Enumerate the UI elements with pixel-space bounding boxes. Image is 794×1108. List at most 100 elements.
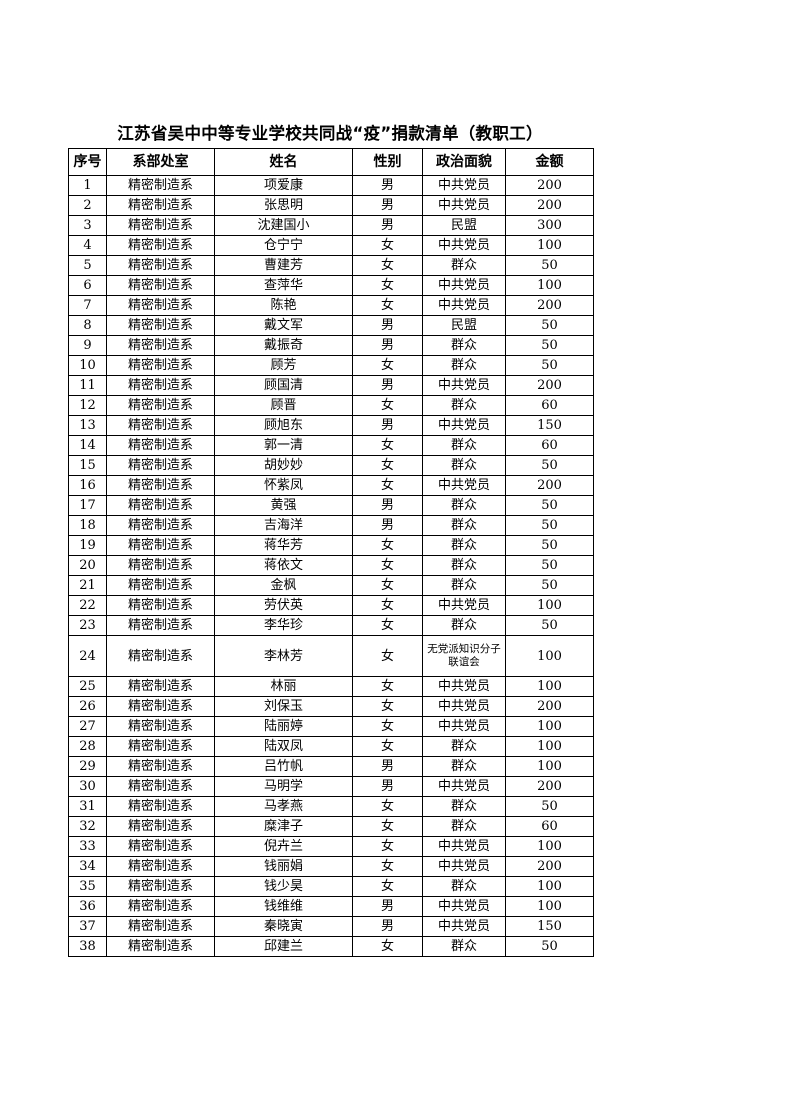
cell-index: 35 [68, 876, 107, 897]
cell-gender: 男 [352, 335, 423, 356]
cell-amount: 100 [505, 676, 594, 697]
cell-political-status: 群众 [422, 455, 506, 476]
cell-gender: 女 [352, 235, 423, 256]
table-row: 22 精密制造系 劳伏英女中共党员 100 [68, 595, 594, 616]
cell-political-status: 中共党员 [422, 896, 506, 917]
cell-name: 倪卉兰 [214, 836, 353, 857]
cell-name: 陆双凤 [214, 736, 353, 757]
cell-amount: 200 [505, 175, 594, 196]
cell-gender: 女 [352, 395, 423, 416]
cell-index: 22 [68, 595, 107, 616]
cell-name: 马明学 [214, 776, 353, 797]
header-name: 姓名 [214, 148, 353, 176]
cell-gender: 女 [352, 555, 423, 576]
cell-gender: 女 [352, 796, 423, 817]
table-row: 37 精密制造系 秦晓寅男中共党员 150 [68, 916, 594, 937]
table-row: 4 精密制造系 仓宁宁女中共党员 100 [68, 235, 594, 256]
table-row: 13 精密制造系 顾旭东男中共党员 150 [68, 415, 594, 436]
cell-amount: 60 [505, 816, 594, 837]
table-row: 8 精密制造系 戴文军男民盟 50 [68, 315, 594, 336]
cell-department: 精密制造系 [106, 315, 215, 336]
cell-amount: 50 [505, 255, 594, 276]
cell-amount: 50 [505, 355, 594, 376]
cell-amount: 50 [505, 495, 594, 516]
cell-index: 12 [68, 395, 107, 416]
cell-amount: 100 [505, 736, 594, 757]
cell-political-status: 中共党员 [422, 475, 506, 496]
table-header-row: 序号 系部处室 姓名 性别 政治面貌 金额 [68, 148, 594, 176]
header-gender: 性别 [352, 148, 423, 176]
cell-gender: 男 [352, 215, 423, 236]
cell-political-status: 中共党员 [422, 375, 506, 396]
cell-amount: 200 [505, 295, 594, 316]
cell-department: 精密制造系 [106, 375, 215, 396]
cell-gender: 女 [352, 856, 423, 877]
cell-index: 3 [68, 215, 107, 236]
cell-index: 28 [68, 736, 107, 757]
cell-index: 4 [68, 235, 107, 256]
cell-gender: 女 [352, 716, 423, 737]
cell-amount: 60 [505, 395, 594, 416]
cell-index: 14 [68, 435, 107, 456]
cell-amount: 150 [505, 916, 594, 937]
table-row: 1 精密制造系 项爱康男中共党员 200 [68, 175, 594, 196]
cell-name: 怀紫凤 [214, 475, 353, 496]
cell-name: 林丽 [214, 676, 353, 697]
cell-political-status: 中共党员 [422, 295, 506, 316]
cell-amount: 100 [505, 756, 594, 777]
cell-gender: 男 [352, 896, 423, 917]
cell-gender: 男 [352, 776, 423, 797]
cell-amount: 50 [505, 796, 594, 817]
cell-gender: 女 [352, 575, 423, 596]
table-row: 23 精密制造系 李华珍女群众 50 [68, 615, 594, 636]
cell-department: 精密制造系 [106, 916, 215, 937]
cell-name: 李华珍 [214, 615, 353, 636]
cell-political-status: 群众 [422, 936, 506, 957]
table-row: 31 精密制造系 马孝燕女群众 50 [68, 796, 594, 817]
cell-name: 金枫 [214, 575, 353, 596]
cell-political-status: 中共党员 [422, 275, 506, 296]
cell-index: 17 [68, 495, 107, 516]
header-department: 系部处室 [106, 148, 215, 176]
cell-amount: 100 [505, 635, 594, 677]
cell-amount: 100 [505, 235, 594, 256]
header-amount: 金额 [505, 148, 594, 176]
cell-gender: 男 [352, 515, 423, 536]
cell-department: 精密制造系 [106, 215, 215, 236]
cell-political-status: 群众 [422, 335, 506, 356]
cell-gender: 女 [352, 936, 423, 957]
cell-name: 马孝燕 [214, 796, 353, 817]
table-row: 28 精密制造系 陆双凤女群众 100 [68, 736, 594, 757]
cell-index: 2 [68, 195, 107, 216]
cell-amount: 100 [505, 716, 594, 737]
cell-index: 19 [68, 535, 107, 556]
cell-index: 8 [68, 315, 107, 336]
cell-gender: 男 [352, 315, 423, 336]
cell-political-status: 中共党员 [422, 195, 506, 216]
cell-name: 钱少昊 [214, 876, 353, 897]
cell-political-status: 中共党员 [422, 595, 506, 616]
cell-political-status: 群众 [422, 535, 506, 556]
cell-index: 15 [68, 455, 107, 476]
cell-political-status: 中共党员 [422, 235, 506, 256]
cell-department: 精密制造系 [106, 896, 215, 917]
cell-political-status: 群众 [422, 736, 506, 757]
cell-political-status: 群众 [422, 575, 506, 596]
cell-gender: 男 [352, 175, 423, 196]
cell-gender: 女 [352, 255, 423, 276]
cell-gender: 男 [352, 375, 423, 396]
donation-table: 序号 系部处室 姓名 性别 政治面貌 金额 1 精密制造系 项爱康男中共党员 200 2… [68, 148, 594, 957]
cell-name: 顾晋 [214, 395, 353, 416]
cell-index: 31 [68, 796, 107, 817]
cell-index: 24 [68, 635, 107, 677]
table-row: 35 精密制造系 钱少昊女群众 100 [68, 876, 594, 897]
cell-index: 27 [68, 716, 107, 737]
cell-political-status: 群众 [422, 435, 506, 456]
cell-name: 戴文军 [214, 315, 353, 336]
cell-gender: 女 [352, 876, 423, 897]
table-row: 32 精密制造系 糜津子女群众 60 [68, 816, 594, 837]
cell-amount: 200 [505, 475, 594, 496]
cell-department: 精密制造系 [106, 195, 215, 216]
cell-department: 精密制造系 [106, 936, 215, 957]
cell-gender: 女 [352, 535, 423, 556]
